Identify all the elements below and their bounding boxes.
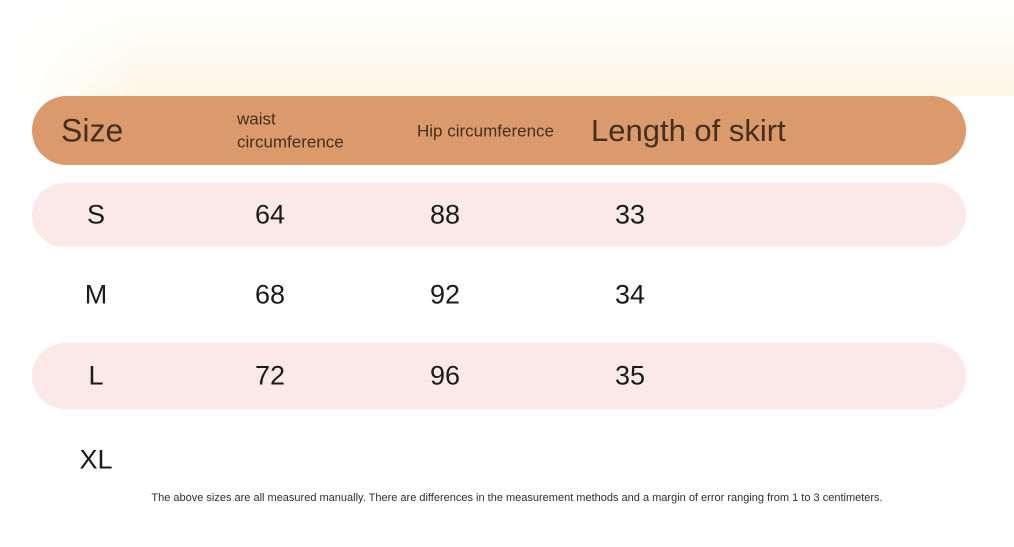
length-value: 34	[614, 279, 646, 310]
length-value: 35	[614, 360, 646, 391]
length-value: 33	[614, 199, 646, 230]
table-row-size-l: L 72 96 35	[32, 343, 966, 409]
table-row-size-m: M 68 92 34	[32, 263, 966, 327]
waist-value: 72	[254, 360, 286, 391]
size-label: XL	[79, 444, 113, 475]
size-label: L	[88, 360, 104, 391]
cream-backdrop	[0, 0, 1014, 96]
backdrop-fade	[0, 0, 140, 96]
table-header-row: Size waist circumference Hip circumferen…	[32, 96, 966, 165]
column-header-length-of-skirt: Length of skirt	[591, 112, 786, 148]
size-label: S	[86, 199, 105, 230]
table-row-size-xl: XL	[32, 428, 966, 492]
waist-value: 64	[254, 199, 286, 230]
column-header-waist-circumference: waist circumference	[237, 109, 344, 152]
waist-value: 68	[254, 279, 286, 310]
table-row-size-s: S 64 88 33	[32, 183, 966, 247]
column-header-size: Size	[61, 112, 124, 148]
measurement-note: The above sizes are all measured manuall…	[151, 492, 883, 504]
column-header-hip-circumference: Hip circumference	[417, 120, 554, 140]
hip-value: 96	[429, 360, 461, 391]
size-label: M	[84, 279, 108, 310]
hip-value: 92	[429, 279, 461, 310]
hip-value: 88	[429, 199, 461, 230]
